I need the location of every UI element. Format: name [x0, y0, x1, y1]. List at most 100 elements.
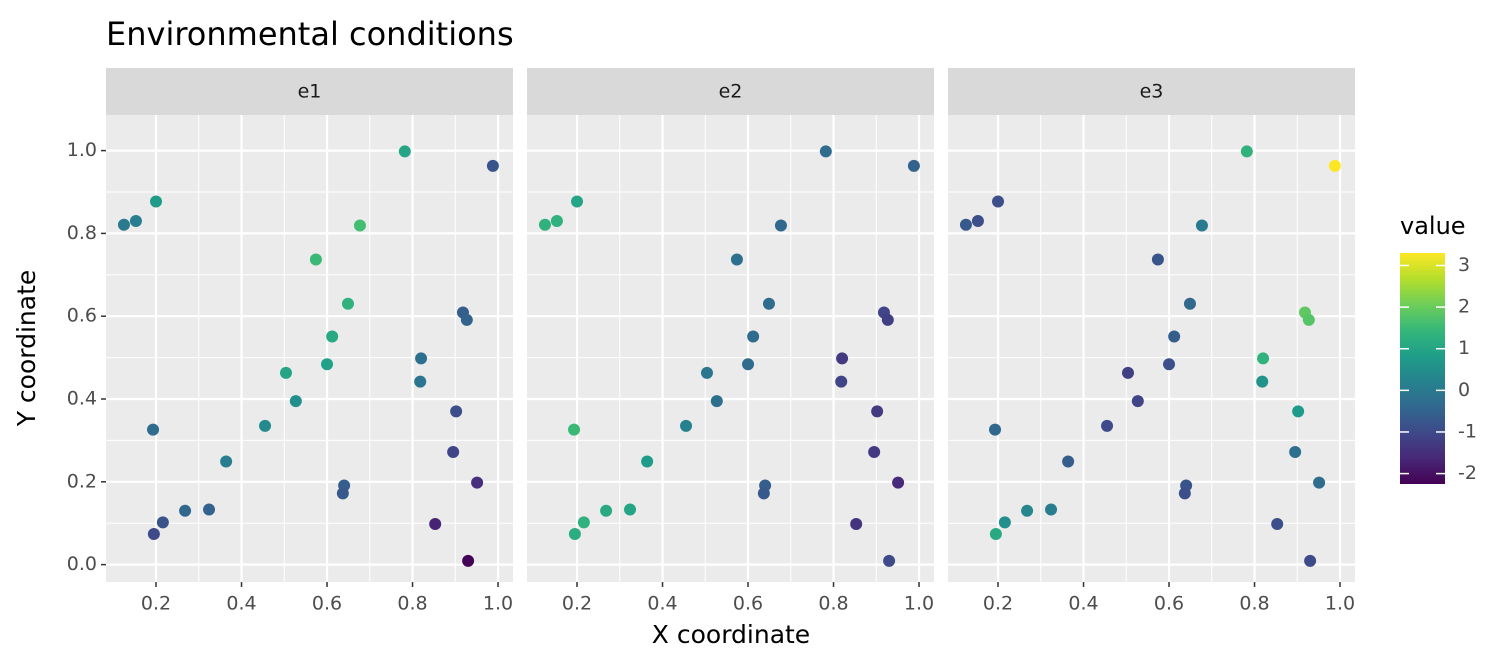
point — [460, 313, 473, 326]
point — [1292, 405, 1305, 418]
x-tick-label: 0.2 — [983, 593, 1013, 615]
point — [836, 352, 849, 365]
point — [868, 446, 881, 459]
point — [1163, 358, 1176, 371]
point — [150, 195, 163, 208]
point — [881, 313, 894, 326]
point — [450, 405, 463, 418]
x-tick-label: 1.0 — [1325, 593, 1355, 615]
x-tick-label: 0.4 — [647, 593, 677, 615]
point — [1304, 554, 1317, 567]
point — [1328, 159, 1341, 172]
point — [989, 423, 1002, 436]
point — [462, 554, 475, 567]
strip-label: e1 — [298, 81, 322, 103]
point — [289, 395, 302, 408]
chart-title: Environmental conditions — [106, 15, 514, 53]
point — [1183, 297, 1196, 310]
point — [998, 516, 1011, 529]
x-tick-label: 1.0 — [904, 593, 934, 615]
panel — [106, 115, 513, 582]
y-tick-label: 0.6 — [67, 305, 97, 327]
point — [571, 195, 584, 208]
point — [989, 527, 1002, 540]
point — [538, 218, 551, 231]
point — [471, 476, 484, 489]
point — [959, 218, 972, 231]
y-tick-label: 1.0 — [67, 139, 97, 161]
point — [129, 214, 142, 227]
strip-label: e3 — [1140, 81, 1164, 103]
point — [341, 297, 354, 310]
point — [1178, 487, 1191, 500]
strip — [948, 68, 1355, 115]
point — [203, 503, 216, 516]
point — [414, 375, 427, 388]
point — [641, 455, 654, 468]
x-tick-label: 0.4 — [226, 593, 256, 615]
point — [757, 487, 770, 500]
point — [309, 253, 322, 266]
point — [147, 527, 160, 540]
colorbar-tick-label: 0 — [1458, 379, 1470, 401]
panel — [948, 115, 1355, 582]
point — [415, 352, 428, 365]
point — [279, 366, 292, 379]
point — [774, 219, 787, 232]
x-tick-label: 0.8 — [1239, 593, 1269, 615]
point — [147, 423, 160, 436]
x-tick-label: 1.0 — [483, 593, 513, 615]
point — [835, 375, 848, 388]
x-tick-label: 0.6 — [1154, 593, 1184, 615]
point — [710, 395, 723, 408]
point — [907, 159, 920, 172]
point — [336, 487, 349, 500]
colorbar-tick-label: 3 — [1458, 254, 1470, 276]
point — [1168, 330, 1181, 343]
point — [259, 419, 272, 432]
y-tick-label: 0.4 — [67, 388, 97, 410]
point — [577, 516, 590, 529]
point — [1045, 503, 1058, 516]
strip — [527, 68, 934, 115]
x-axis-label: X coordinate — [652, 620, 810, 649]
point — [871, 405, 884, 418]
point — [1021, 504, 1034, 517]
colorbar-tick-label: -2 — [1458, 462, 1477, 484]
point — [1195, 219, 1208, 232]
x-tick-label: 0.2 — [562, 593, 592, 615]
colorbar-tick-label: -1 — [1458, 420, 1477, 442]
point — [326, 330, 339, 343]
point — [892, 476, 905, 489]
point — [1151, 253, 1164, 266]
x-tick-label: 0.8 — [818, 593, 848, 615]
point — [1271, 518, 1284, 531]
point — [680, 419, 693, 432]
x-tick-label: 0.6 — [733, 593, 763, 615]
point — [429, 518, 442, 531]
colorbar-tick-label: 2 — [1458, 296, 1470, 318]
point — [883, 554, 896, 567]
point — [117, 218, 130, 231]
point — [568, 527, 581, 540]
point — [1256, 375, 1269, 388]
point — [1302, 313, 1315, 326]
legend-title: value — [1400, 212, 1466, 240]
point — [624, 503, 637, 516]
point — [819, 145, 832, 158]
point — [321, 358, 334, 371]
y-tick-label: 0.8 — [67, 222, 97, 244]
panel — [527, 115, 934, 582]
point — [1121, 366, 1134, 379]
point — [747, 330, 760, 343]
point — [179, 504, 192, 517]
point — [971, 214, 984, 227]
point — [992, 195, 1005, 208]
strip — [106, 68, 513, 115]
point — [742, 358, 755, 371]
point — [486, 159, 499, 172]
y-tick-label: 0.0 — [67, 553, 97, 575]
strip-label: e2 — [719, 81, 743, 103]
point — [156, 516, 169, 529]
x-tick-label: 0.8 — [397, 593, 427, 615]
